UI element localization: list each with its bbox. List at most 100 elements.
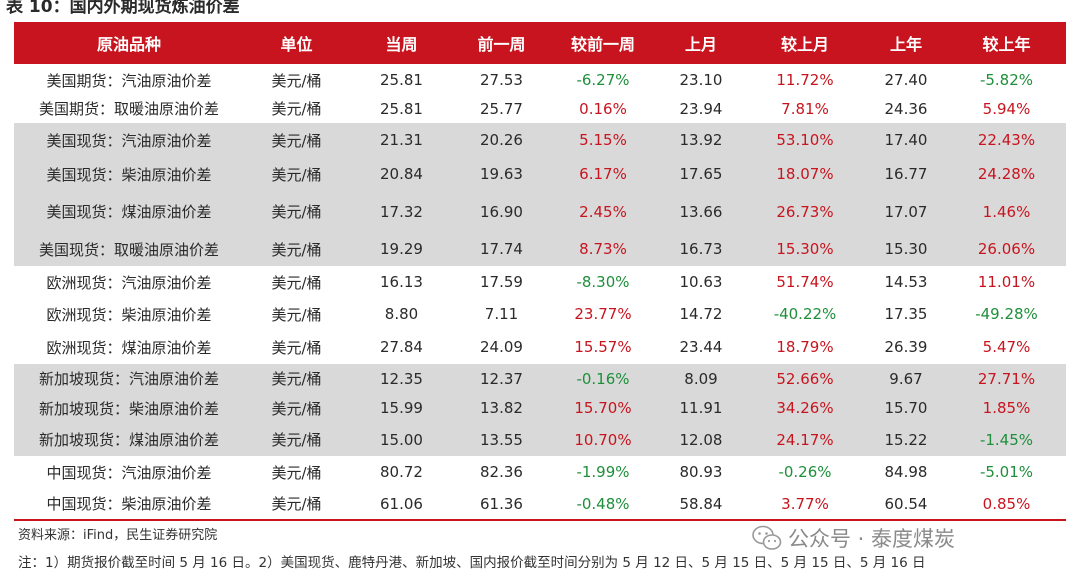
cell-vs-last-year: 24.28%	[977, 165, 1036, 183]
cell-vs-prev-week: -0.16%	[576, 369, 630, 388]
cell-vs-last-year: -49.28%	[975, 305, 1038, 323]
cell-vs-prev-week: 15.57%	[574, 338, 632, 356]
cell-vs-last-year: 22.43%	[977, 131, 1036, 149]
cell-vs-last-year: 27.71%	[977, 369, 1036, 388]
cell-vs-last-month: 18.07%	[776, 165, 834, 183]
cell-variety: 美国现货：煤油原油价差	[46, 203, 212, 221]
cell-unit: 美元/桶	[271, 100, 322, 118]
cell-vs-last-month: 24.17%	[776, 430, 834, 449]
cell-last-year: 84.98	[884, 463, 928, 481]
cell-last-year: 24.36	[884, 99, 928, 118]
cell-prev-week: 17.74	[480, 240, 523, 258]
cell-variety: 中国现货：柴油原油价差	[46, 495, 212, 513]
cell-last-month: 16.73	[679, 240, 723, 258]
cell-variety: 美国现货：取暖油原油价差	[38, 240, 219, 259]
table-row: 欧洲现货：煤油原油价差 美元/桶 27.84 24.09 15.57% 23.44 18.7…	[14, 330, 1066, 364]
table-row: 中国现货：汽油原油价差 美元/桶 80.72 82.36 -1.99% 80.93 -0.2…	[14, 456, 1066, 488]
wechat-icon	[752, 525, 782, 550]
cell-vs-last-year: -1.45%	[979, 430, 1034, 449]
table-row: 新加坡现货：煤油原油价差 美元/桶 15.00 13.55 10.70% 12.08 24.…	[14, 423, 1066, 456]
cell-last-year: 15.70	[884, 399, 928, 417]
cell-last-month: 80.93	[679, 463, 723, 481]
cell-prev-week: 13.82	[480, 399, 523, 417]
table-row: 美国现货：柴油原油价差 美元/桶 20.84 19.63 6.17% 17.65 18.07…	[14, 157, 1066, 191]
cell-prev-week: 25.77	[480, 99, 523, 118]
table-row: 美国期货：汽油原油价差 美元/桶 25.81 27.53 -6.27% 23.10 11.7…	[14, 66, 1066, 94]
cell-last-year: 16.77	[884, 165, 928, 183]
header-cell-vs-last-year: 较上年	[982, 35, 1031, 54]
cell-prev-week: 20.26	[480, 131, 523, 149]
watermark: 公众号 · 泰度煤炭	[752, 523, 955, 553]
cell-variety: 中国现货：汽油原油价差	[46, 463, 212, 482]
cell-this-week: 16.13	[380, 273, 423, 291]
cell-this-week: 25.81	[380, 99, 423, 118]
cell-prev-week: 17.59	[480, 273, 523, 291]
cell-variety: 欧洲现货：汽油原油价差	[46, 273, 212, 292]
cell-last-month: 23.10	[679, 71, 723, 89]
cell-vs-last-year: 5.47%	[982, 338, 1031, 356]
cell-vs-prev-week: 10.70%	[574, 430, 632, 449]
footnote: 注：1）期货报价截至时间 5 月 16 日。2）美国现货、鹿特丹港、新加坡、国内…	[18, 555, 926, 571]
cell-vs-last-month: 18.79%	[776, 338, 834, 356]
table-row: 欧洲现货：汽油原油价差 美元/桶 16.13 17.59 -8.30% 10.63 51.7…	[14, 266, 1066, 298]
cell-this-week: 8.80	[384, 305, 419, 323]
cell-vs-last-month: 15.30%	[776, 240, 834, 258]
table-bottom-rule	[14, 519, 1066, 521]
table-header: 原油品种 单位 当周 前一周 较前一周 上月 较上月 上年 较上年	[14, 22, 1066, 64]
cell-last-month: 10.63	[679, 273, 723, 291]
cell-vs-prev-week: 23.77%	[574, 305, 632, 323]
cell-vs-last-year: -5.01%	[979, 463, 1034, 481]
cell-vs-prev-week: 8.73%	[579, 240, 627, 258]
cell-vs-last-year: -5.82%	[979, 71, 1034, 89]
header-cell-last-month: 上月	[684, 35, 717, 54]
table-row: 新加坡现货：柴油原油价差 美元/桶 15.99 13.82 15.70% 11.91 34.…	[14, 393, 1066, 423]
table-row: 美国期货：取暖油原油价差 美元/桶 25.81 25.77 0.16% 23.94 7.81…	[14, 94, 1066, 123]
cell-this-week: 61.06	[380, 494, 423, 513]
cell-vs-last-month: 3.77%	[781, 494, 829, 513]
cell-unit: 美元/桶	[271, 305, 322, 324]
cell-vs-last-month: 7.81%	[781, 99, 829, 118]
cell-last-year: 17.40	[884, 131, 928, 149]
header-cell-last-year: 上年	[889, 35, 922, 54]
cell-last-year: 14.53	[884, 273, 928, 291]
cell-vs-prev-week: 15.70%	[574, 399, 632, 417]
cell-vs-last-year: 5.94%	[982, 99, 1031, 118]
cell-last-month: 23.94	[679, 99, 723, 118]
header-cell-vs-last-month: 较上月	[780, 35, 829, 54]
cell-vs-last-month: 34.26%	[776, 399, 834, 417]
cell-unit: 美元/桶	[271, 495, 322, 513]
cell-vs-last-month: -40.22%	[773, 305, 837, 323]
cell-variety: 新加坡现货：柴油原油价差	[38, 399, 219, 418]
cell-last-month: 13.92	[679, 131, 723, 149]
cell-unit: 美元/桶	[271, 431, 322, 449]
cell-unit: 美元/桶	[271, 240, 322, 259]
cell-this-week: 20.84	[380, 165, 423, 183]
header-cell-prev-week: 前一周	[477, 35, 526, 54]
cell-prev-week: 82.36	[480, 463, 523, 481]
cell-this-week: 80.72	[380, 463, 423, 481]
cell-last-month: 8.09	[684, 369, 718, 388]
cell-vs-last-month: 51.74%	[776, 273, 834, 291]
cell-variety: 美国期货：取暖油原油价差	[38, 100, 219, 118]
cell-last-year: 9.67	[889, 369, 923, 388]
cell-this-week: 17.32	[380, 202, 423, 221]
cell-vs-last-month: -0.26%	[778, 463, 832, 481]
cell-last-month: 11.91	[679, 399, 723, 417]
table-row: 新加坡现货：汽油原油价差 美元/桶 12.35 12.37 -0.16% 8.09 52.6…	[14, 364, 1066, 393]
cell-prev-week: 12.37	[480, 369, 523, 388]
cell-this-week: 15.00	[380, 430, 423, 449]
cell-vs-prev-week: -8.30%	[576, 273, 630, 291]
cell-last-year: 26.39	[884, 338, 928, 356]
cell-vs-last-year: 0.85%	[982, 494, 1031, 513]
cell-vs-prev-week: -1.99%	[576, 463, 630, 481]
cell-vs-last-month: 11.72%	[776, 71, 834, 89]
cell-last-month: 17.65	[679, 165, 723, 183]
cell-last-month: 13.66	[679, 202, 723, 221]
cell-vs-prev-week: 0.16%	[579, 99, 627, 118]
header-cell-variety: 原油品种	[96, 35, 161, 54]
cell-last-year: 15.30	[884, 240, 928, 258]
cell-unit: 美元/桶	[271, 203, 322, 221]
cell-prev-week: 24.09	[480, 338, 523, 356]
cell-prev-week: 61.36	[480, 494, 523, 513]
header-cell-vs-prev-week: 较前一周	[570, 35, 635, 54]
